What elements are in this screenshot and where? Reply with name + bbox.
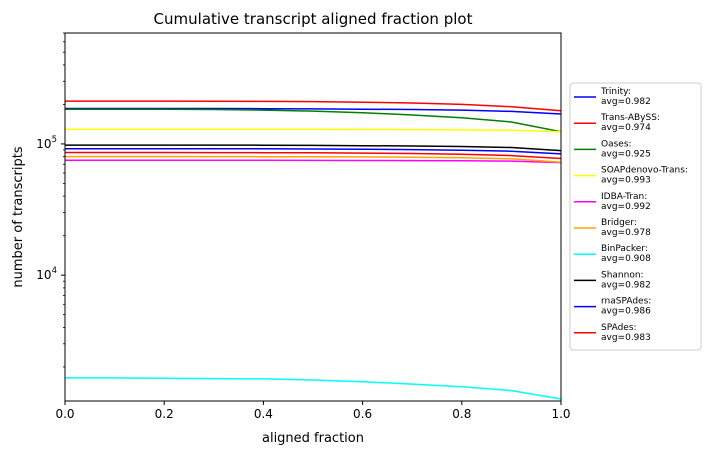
y-axis-label: number of transcripts bbox=[11, 146, 26, 287]
x-tick-label-3: 0.6 bbox=[353, 407, 372, 421]
series-line-3 bbox=[65, 128, 562, 133]
plot-frame bbox=[64, 32, 562, 402]
plot-lines bbox=[65, 100, 562, 400]
series-line-9 bbox=[65, 151, 562, 160]
legend-label-9: SPAdes: avg=0.983 bbox=[601, 323, 651, 343]
x-tick-label-1: 0.2 bbox=[155, 407, 174, 421]
legend-label-7: Shannon: avg=0.982 bbox=[601, 270, 651, 290]
series-line-1 bbox=[65, 100, 562, 112]
legend-label-6: BinPacker: avg=0.908 bbox=[601, 244, 651, 264]
series-line-7 bbox=[65, 144, 562, 152]
y-tick-label-1: 105 bbox=[36, 135, 57, 151]
x-axis: 0.0 0.2 0.4 0.6 0.8 1.0 bbox=[55, 401, 571, 421]
legend: Trinity: avg=0.982 Trans-ABySS: avg=0.974 Oa… bbox=[569, 82, 702, 351]
legend-label-1: Trans-ABySS: avg=0.974 bbox=[600, 113, 660, 133]
legend-label-0: Trinity: avg=0.982 bbox=[600, 87, 651, 107]
x-tick-label-0: 0.0 bbox=[55, 407, 74, 421]
legend-frame bbox=[569, 82, 702, 351]
chart-title: Cumulative transcript aligned fraction p… bbox=[154, 10, 473, 28]
x-tick-label-5: 1.0 bbox=[551, 407, 570, 421]
legend-label-4: IDBA-Tran: avg=0.992 bbox=[601, 192, 651, 212]
x-axis-label: aligned fraction bbox=[262, 431, 364, 446]
legend-label-8: rnaSPAdes: avg=0.986 bbox=[601, 297, 651, 317]
y-axis: 104 105 bbox=[36, 32, 65, 368]
series-line-2 bbox=[65, 108, 562, 133]
legend-label-5: Bridger: avg=0.978 bbox=[601, 218, 651, 238]
x-tick-label-2: 0.4 bbox=[254, 407, 273, 421]
series-line-5 bbox=[65, 155, 562, 164]
series-line-0 bbox=[65, 107, 562, 115]
x-tick-label-4: 0.8 bbox=[452, 407, 471, 421]
series-line-4 bbox=[65, 159, 562, 164]
series-line-8 bbox=[65, 147, 562, 155]
legend-label-2: Oases: avg=0.925 bbox=[601, 139, 651, 159]
legend-label-3: SOAPdenovo-Trans: avg=0.993 bbox=[601, 166, 688, 186]
y-tick-label-0: 104 bbox=[36, 266, 57, 282]
series-line-6 bbox=[65, 377, 562, 400]
